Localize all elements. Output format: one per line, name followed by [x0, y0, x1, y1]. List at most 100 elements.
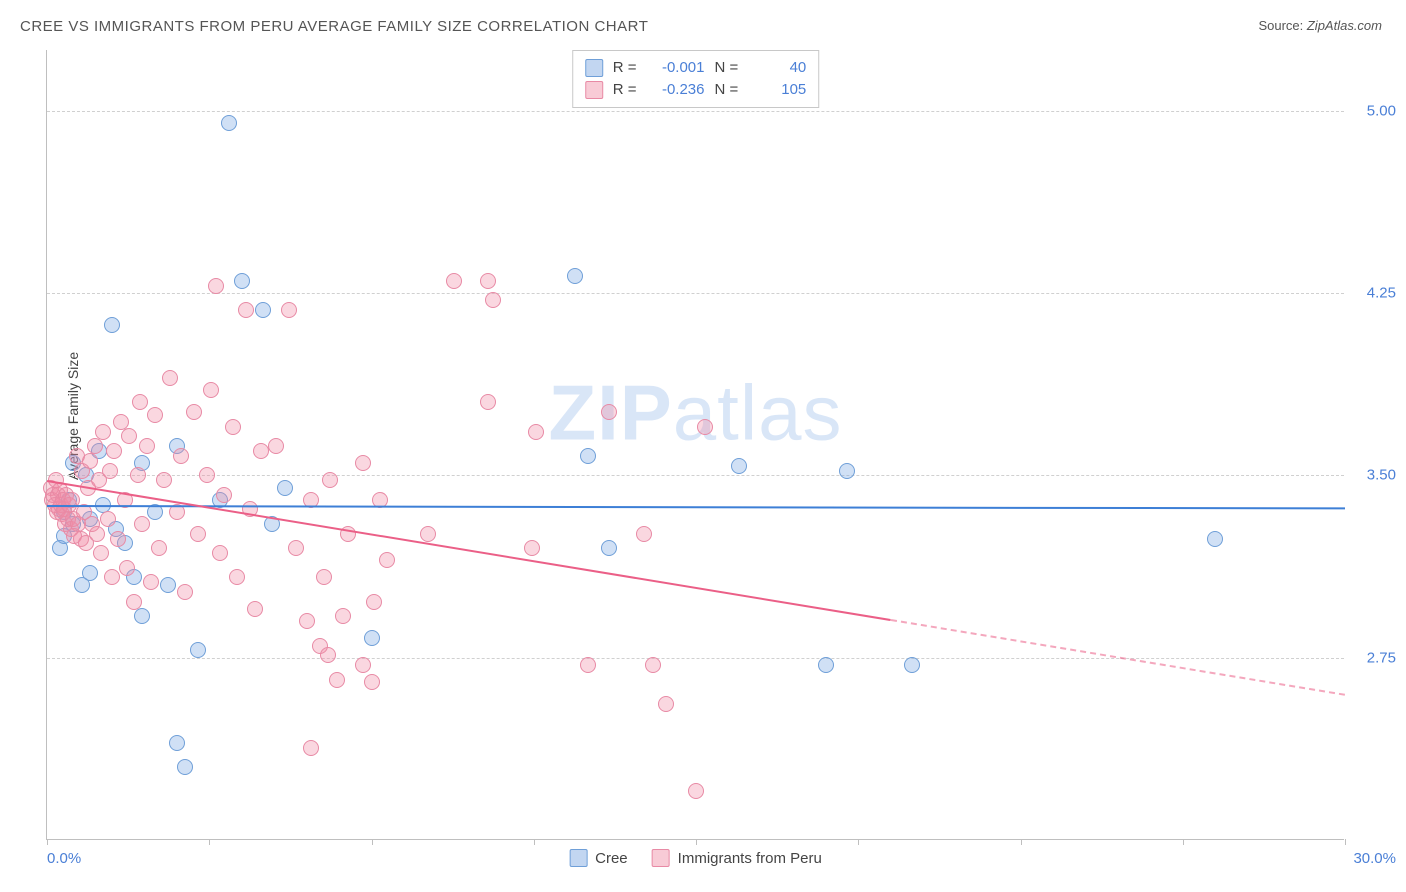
scatter-point-peru	[89, 526, 105, 542]
y-tick-label: 5.00	[1367, 102, 1396, 119]
series-label-cree: Cree	[595, 850, 628, 867]
scatter-point-peru	[480, 394, 496, 410]
scatter-point-peru	[355, 455, 371, 471]
scatter-point-peru	[480, 273, 496, 289]
x-tick	[858, 839, 859, 845]
scatter-point-peru	[190, 526, 206, 542]
scatter-point-peru	[645, 657, 661, 673]
scatter-point-cree	[731, 458, 747, 474]
series-legend-cree: Cree	[569, 849, 628, 867]
source-label: Source:	[1258, 18, 1306, 33]
scatter-point-peru	[446, 273, 462, 289]
scatter-point-peru	[281, 302, 297, 318]
scatter-point-cree	[904, 657, 920, 673]
scatter-point-peru	[420, 526, 436, 542]
scatter-point-cree	[580, 448, 596, 464]
scatter-point-peru	[106, 443, 122, 459]
scatter-point-peru	[203, 382, 219, 398]
scatter-point-cree	[221, 115, 237, 131]
scatter-point-cree	[277, 480, 293, 496]
scatter-point-peru	[366, 594, 382, 610]
scatter-point-peru	[121, 428, 137, 444]
scatter-point-peru	[247, 601, 263, 617]
scatter-point-peru	[134, 516, 150, 532]
scatter-point-peru	[697, 419, 713, 435]
source-value: ZipAtlas.com	[1307, 18, 1382, 33]
gridline	[47, 293, 1344, 294]
legend-swatch-blue	[569, 849, 587, 867]
scatter-point-peru	[177, 584, 193, 600]
gridline	[47, 111, 1344, 112]
y-tick-label: 2.75	[1367, 649, 1396, 666]
scatter-point-peru	[268, 438, 284, 454]
scatter-point-peru	[208, 278, 224, 294]
legend-r-label: R =	[613, 79, 637, 101]
scatter-point-peru	[93, 545, 109, 561]
scatter-point-peru	[335, 608, 351, 624]
scatter-point-peru	[151, 540, 167, 556]
scatter-point-cree	[190, 642, 206, 658]
legend-swatch-pink	[652, 849, 670, 867]
scatter-point-peru	[87, 438, 103, 454]
y-tick-label: 4.25	[1367, 285, 1396, 302]
scatter-point-peru	[485, 292, 501, 308]
x-axis-max-label: 30.0%	[1353, 850, 1396, 867]
scatter-point-peru	[379, 552, 395, 568]
scatter-point-peru	[316, 569, 332, 585]
legend-n-value-cree: 40	[748, 57, 806, 79]
scatter-point-peru	[303, 740, 319, 756]
legend-row-peru: R = -0.236 N = 105	[585, 79, 807, 101]
scatter-point-cree	[104, 317, 120, 333]
scatter-point-peru	[580, 657, 596, 673]
scatter-point-peru	[95, 424, 111, 440]
scatter-point-peru	[238, 302, 254, 318]
x-tick	[372, 839, 373, 845]
scatter-point-peru	[524, 540, 540, 556]
legend-swatch-blue	[585, 59, 603, 77]
x-tick	[209, 839, 210, 845]
scatter-point-peru	[329, 672, 345, 688]
y-tick-label: 3.50	[1367, 467, 1396, 484]
scatter-point-cree	[82, 565, 98, 581]
scatter-point-peru	[119, 560, 135, 576]
scatter-point-peru	[110, 531, 126, 547]
watermark-rest: atlas	[673, 368, 843, 456]
legend-n-label: N =	[715, 79, 739, 101]
scatter-point-peru	[288, 540, 304, 556]
scatter-point-peru	[253, 443, 269, 459]
watermark-text: ZIPatlas	[548, 367, 842, 458]
series-legend-peru: Immigrants from Peru	[652, 849, 822, 867]
x-tick	[47, 839, 48, 845]
chart-title: CREE VS IMMIGRANTS FROM PERU AVERAGE FAM…	[20, 18, 648, 35]
scatter-point-peru	[320, 647, 336, 663]
x-tick	[1021, 839, 1022, 845]
gridline	[47, 658, 1344, 659]
x-tick	[696, 839, 697, 845]
legend-swatch-pink	[585, 81, 603, 99]
scatter-point-peru	[139, 438, 155, 454]
legend-r-value-peru: -0.236	[647, 79, 705, 101]
scatter-point-peru	[162, 370, 178, 386]
scatter-point-peru	[130, 467, 146, 483]
scatter-point-peru	[229, 569, 245, 585]
legend-row-cree: R = -0.001 N = 40	[585, 57, 807, 79]
scatter-point-peru	[636, 526, 652, 542]
scatter-point-cree	[839, 463, 855, 479]
scatter-point-cree	[567, 268, 583, 284]
scatter-point-cree	[134, 608, 150, 624]
scatter-point-peru	[225, 419, 241, 435]
scatter-point-cree	[234, 273, 250, 289]
scatter-point-cree	[601, 540, 617, 556]
scatter-point-peru	[216, 487, 232, 503]
trendline-peru-solid	[47, 480, 891, 621]
scatter-point-peru	[147, 407, 163, 423]
scatter-point-peru	[104, 569, 120, 585]
legend-n-label: N =	[715, 57, 739, 79]
scatter-point-peru	[601, 404, 617, 420]
legend-r-value-cree: -0.001	[647, 57, 705, 79]
scatter-point-peru	[322, 472, 338, 488]
scatter-point-peru	[113, 414, 129, 430]
scatter-point-peru	[528, 424, 544, 440]
scatter-point-peru	[688, 783, 704, 799]
scatter-point-peru	[143, 574, 159, 590]
